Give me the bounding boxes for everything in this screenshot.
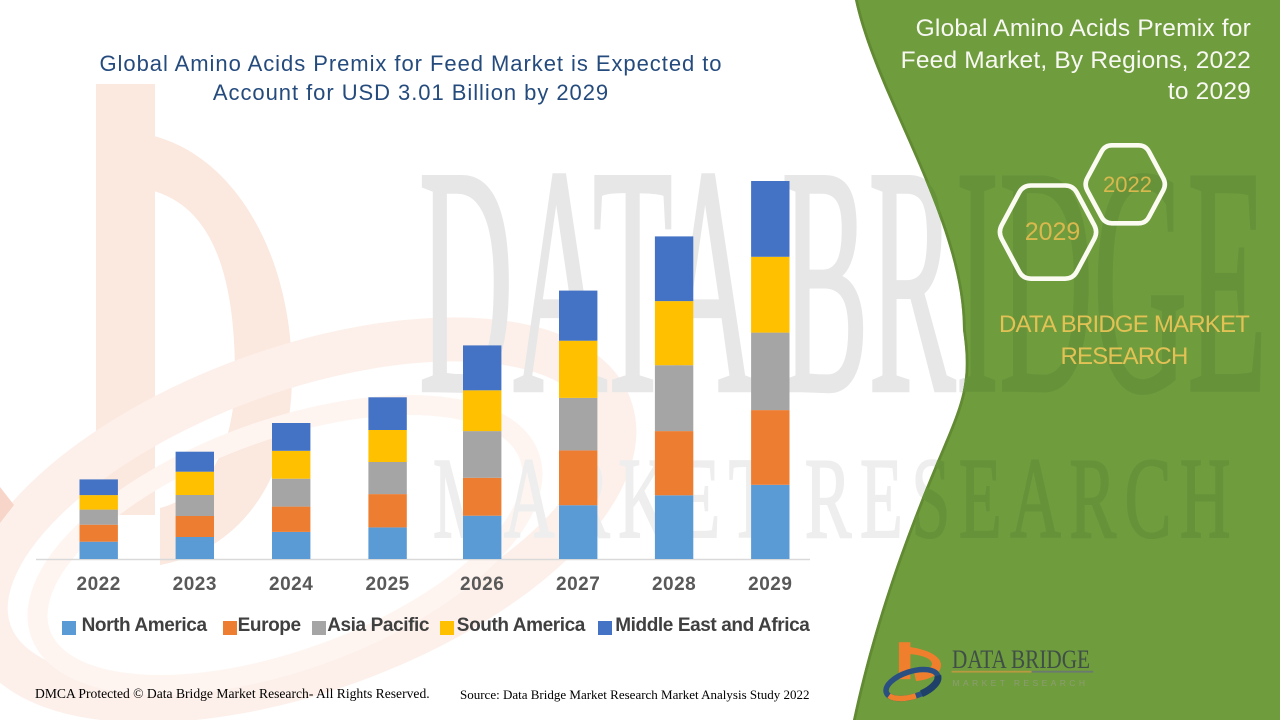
svg-text:2029: 2029: [1025, 218, 1081, 246]
svg-text:MARKET RESEARCH: MARKET RESEARCH: [953, 678, 1089, 688]
svg-text:2022: 2022: [1103, 172, 1152, 197]
svg-text:DATA BRIDGE: DATA BRIDGE: [952, 645, 1090, 674]
